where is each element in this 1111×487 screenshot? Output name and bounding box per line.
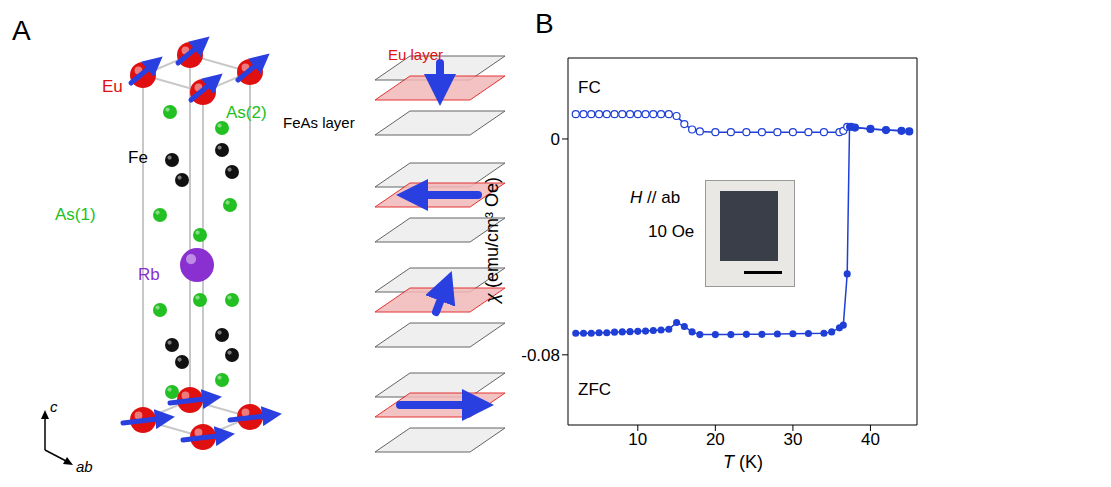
svg-text:-0.08: -0.08 <box>521 346 560 365</box>
svg-text:10: 10 <box>628 430 647 449</box>
svg-text:30: 30 <box>783 430 802 449</box>
svg-text:c: c <box>50 398 58 415</box>
svg-text:20: 20 <box>706 430 725 449</box>
svg-text:0: 0 <box>551 130 560 149</box>
svg-text:FeAs layer: FeAs layer <box>283 114 355 131</box>
svg-text:Rb: Rb <box>138 265 160 284</box>
html-text:H // ab: H // ab <box>630 188 681 207</box>
html-text:T (K): T (K) <box>723 452 763 472</box>
svg-text:Eu: Eu <box>102 77 123 96</box>
svg-text:A: A <box>12 15 31 46</box>
svg-text:Fe: Fe <box>128 148 148 167</box>
svg-text:As(1): As(1) <box>55 205 96 224</box>
html-text:10 Oe: 10 Oe <box>648 222 695 241</box>
svg-text:ab: ab <box>76 458 93 475</box>
html-text:ZFC: ZFC <box>578 380 611 399</box>
html-text:χ: χ <box>482 293 502 303</box>
html-text:(emu/cm³ Oe): (emu/cm³ Oe) <box>482 177 502 294</box>
svg-text:As(2): As(2) <box>226 103 267 122</box>
svg-text:40: 40 <box>861 430 880 449</box>
html-text:B: B <box>535 8 554 39</box>
html-text:FC: FC <box>578 78 601 97</box>
svg-text:Eu layer: Eu layer <box>388 46 443 63</box>
